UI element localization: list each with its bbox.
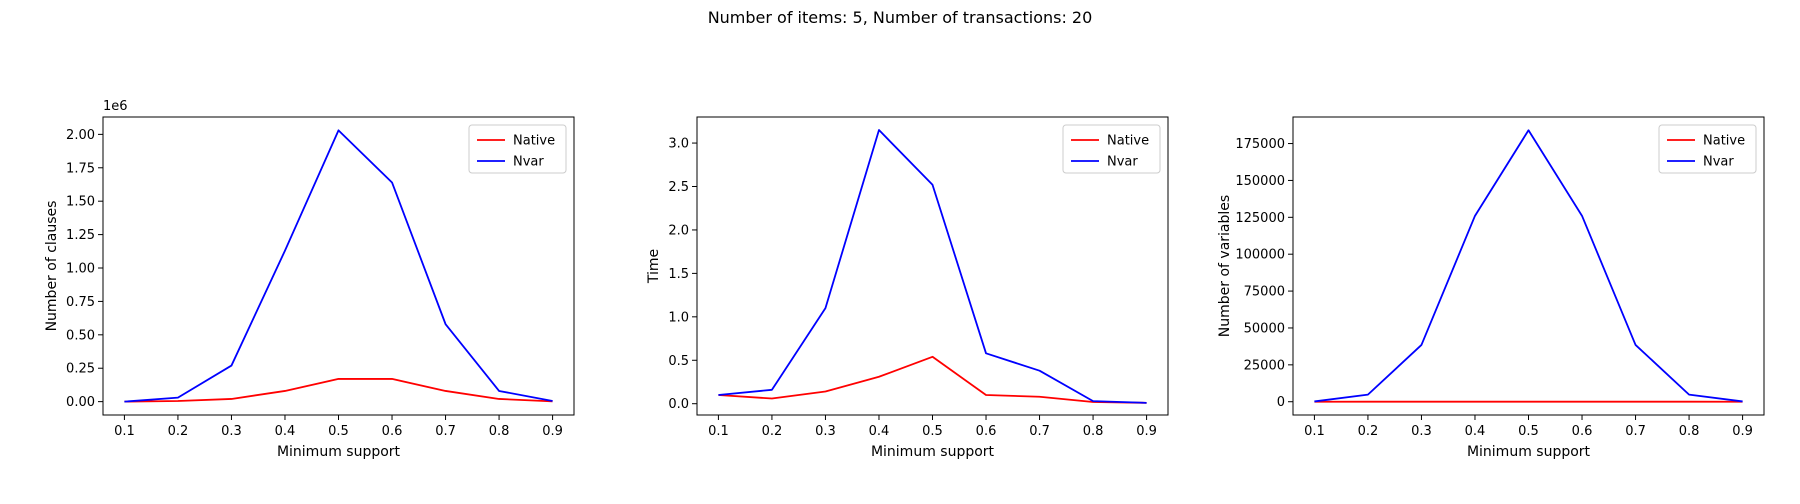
figure-title: Number of items: 5, Number of transactio… — [0, 8, 1800, 27]
x-tick-label: 0.5 — [328, 424, 349, 439]
y-tick-label: 100000 — [1235, 248, 1285, 263]
x-tick-label: 0.7 — [435, 424, 456, 439]
x-tick-label: 0.7 — [1625, 424, 1646, 439]
x-tick-label: 0.2 — [1358, 424, 1379, 439]
legend-label-nvar: Nvar — [1703, 155, 1734, 170]
legend-label-native: Native — [1703, 134, 1745, 149]
x-tick-label: 0.9 — [1136, 424, 1157, 439]
x-tick-label: 0.5 — [1518, 424, 1539, 439]
y-offset-label: 1e6 — [103, 99, 128, 114]
x-tick-label: 0.1 — [708, 424, 729, 439]
x-tick-label: 0.4 — [275, 424, 296, 439]
y-tick-label: 1.75 — [66, 161, 95, 176]
y-tick-label: 1.50 — [66, 195, 95, 210]
y-tick-label: 2.0 — [668, 223, 689, 238]
chart-2: 0.1 0.2 0.3 0.4 0.5 0.6 0.7 0.8 0.9 0.0 0.5 1.0 1.5 2… — [646, 117, 1168, 460]
x-tick-label: 0.6 — [1572, 424, 1593, 439]
x-tick-label: 0.4 — [869, 424, 890, 439]
x-tick-label: 0.1 — [1304, 424, 1325, 439]
chart-1: 0.1 0.2 0.3 0.4 0.5 0.6 0.7 0.8 0.9 0.00 0.25 0.50 0… — [44, 99, 574, 460]
x-tick-label: 0.3 — [221, 424, 242, 439]
x-tick-label: 0.5 — [922, 424, 943, 439]
y-tick-label: 3.0 — [668, 137, 689, 152]
y-tick-label: 25000 — [1244, 358, 1285, 373]
legend-label-nvar: Nvar — [513, 155, 544, 170]
y-tick-label: 0.75 — [66, 295, 95, 310]
x-tick-label: 0.9 — [1732, 424, 1753, 439]
x-tick-label: 0.8 — [1679, 424, 1700, 439]
y-tick-label: 2.00 — [66, 128, 95, 143]
y-axis-label: Number of clauses — [44, 201, 60, 332]
x-tick-label: 0.6 — [382, 424, 403, 439]
y-tick-label: 2.5 — [668, 180, 689, 195]
x-tick-label: 0.2 — [168, 424, 189, 439]
y-tick-label: 0.5 — [668, 354, 689, 369]
y-tick-label: 125000 — [1235, 211, 1285, 226]
y-tick-label: 175000 — [1235, 137, 1285, 152]
y-tick-label: 1.25 — [66, 228, 95, 243]
y-tick-label: 75000 — [1244, 285, 1285, 300]
y-tick-label: 0.00 — [66, 395, 95, 410]
y-tick-label: 0.50 — [66, 328, 95, 343]
y-tick-label: 0.25 — [66, 362, 95, 377]
legend-label-native: Native — [1107, 134, 1149, 149]
y-tick-label: 0.0 — [668, 397, 689, 412]
y-tick-label: 150000 — [1235, 174, 1285, 189]
y-tick-label: 1.5 — [668, 267, 689, 282]
x-tick-label: 0.6 — [976, 424, 997, 439]
x-axis-label: Minimum support — [1467, 444, 1591, 460]
x-tick-label: 0.7 — [1029, 424, 1050, 439]
y-tick-label: 1.0 — [668, 310, 689, 325]
y-tick-label: 0 — [1277, 395, 1285, 410]
x-tick-label: 0.4 — [1465, 424, 1486, 439]
y-axis-label: Number of variables — [1217, 195, 1233, 337]
x-tick-label: 0.3 — [815, 424, 836, 439]
chart-3: 0.1 0.2 0.3 0.4 0.5 0.6 0.7 0.8 0.9 0 25000 50000 75… — [1217, 117, 1764, 460]
legend-label-native: Native — [513, 134, 555, 149]
x-tick-label: 0.1 — [114, 424, 135, 439]
x-tick-label: 0.8 — [489, 424, 510, 439]
x-axis-label: Minimum support — [871, 444, 995, 460]
y-tick-label: 50000 — [1244, 321, 1285, 336]
legend-label-nvar: Nvar — [1107, 155, 1138, 170]
x-tick-label: 0.3 — [1411, 424, 1432, 439]
x-tick-label: 0.8 — [1083, 424, 1104, 439]
x-axis-label: Minimum support — [277, 444, 401, 460]
y-tick-label: 1.00 — [66, 262, 95, 277]
x-tick-label: 0.9 — [542, 424, 563, 439]
y-axis-label: Time — [646, 249, 662, 284]
x-tick-label: 0.2 — [762, 424, 783, 439]
